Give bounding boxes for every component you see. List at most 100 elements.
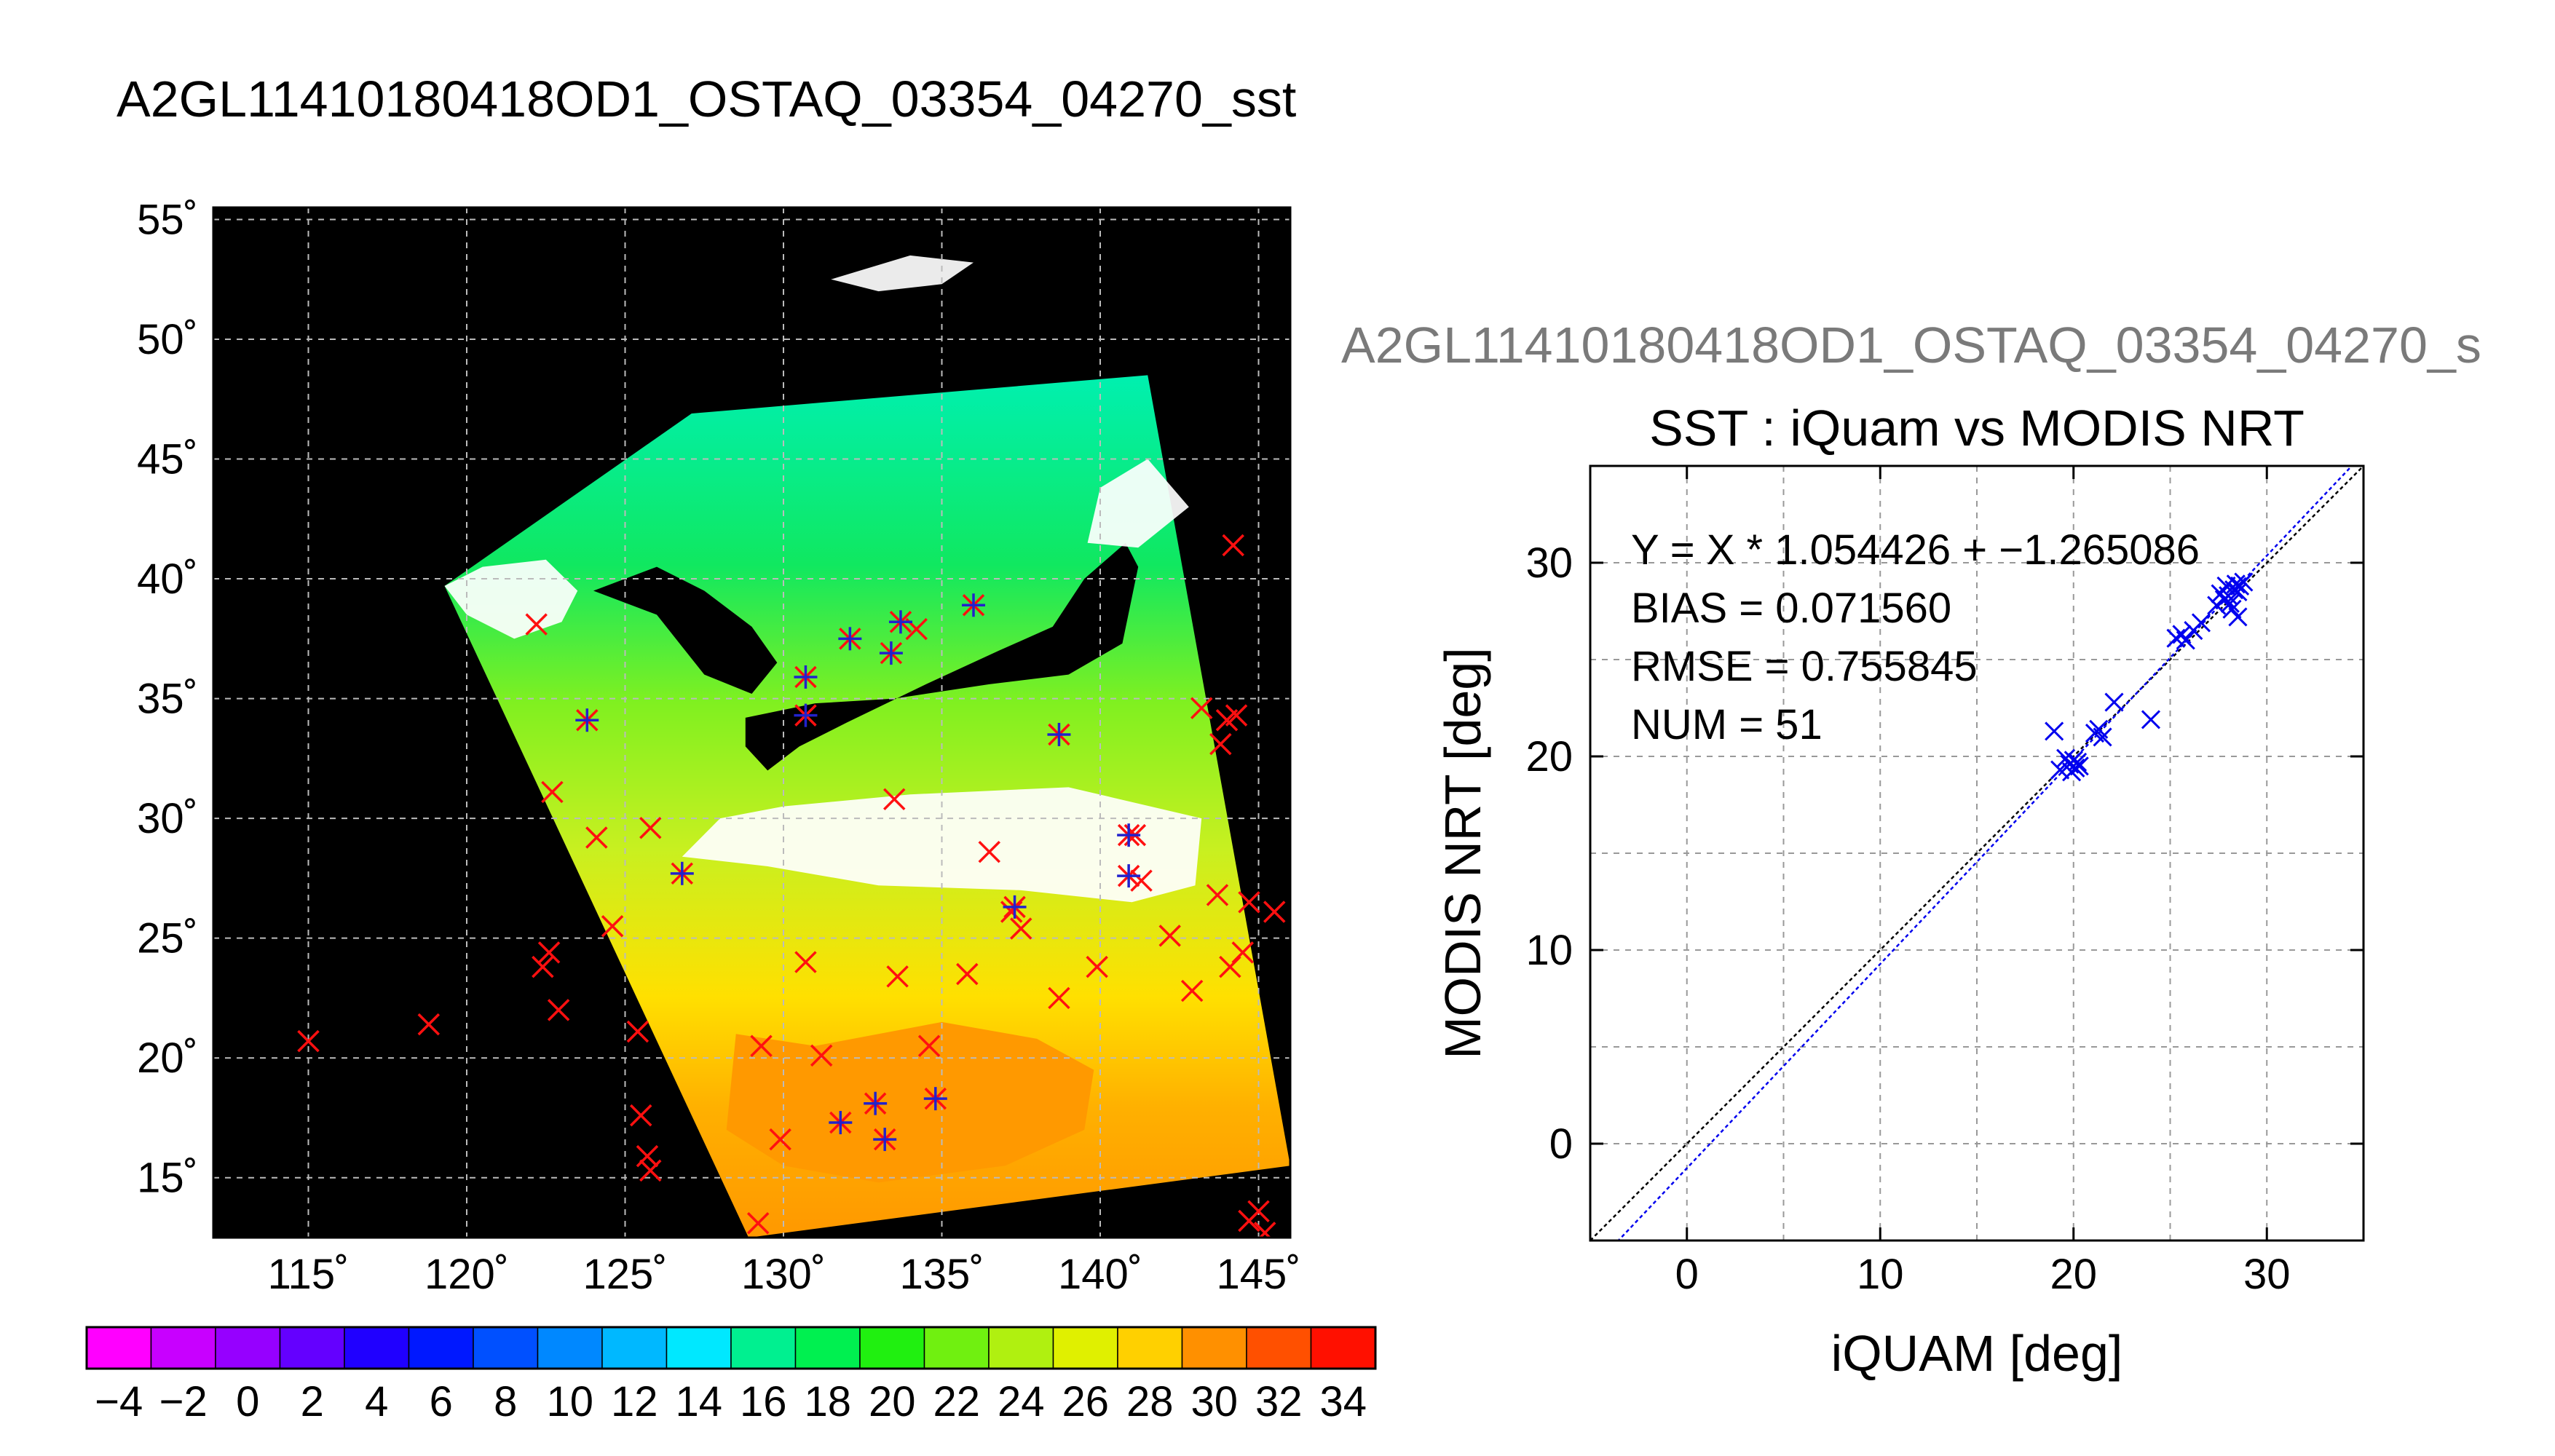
map-marker-x bbox=[532, 955, 554, 978]
cloud-patch-far-north bbox=[831, 255, 974, 292]
map-lat-tick-label: 20˚ bbox=[137, 1034, 198, 1082]
map-marker-x bbox=[1180, 979, 1204, 1002]
colorbar-tick-label: 6 bbox=[430, 1378, 453, 1425]
colorbar-tick-label: 0 bbox=[236, 1378, 259, 1425]
map-lat-tick-label: 15˚ bbox=[137, 1155, 198, 1202]
scatter-point bbox=[2191, 613, 2211, 633]
scatter-annotations: Y = X * 1.054426 + −1.265086 BIAS = 0.071… bbox=[1631, 526, 2200, 748]
scatter-annotation-line: RMSE = 0.755845 bbox=[1631, 643, 1978, 690]
map-marker-star bbox=[1117, 823, 1141, 847]
scatter-panel: A2GL11410180418OD1_OSTAQ_03354_04270_s S… bbox=[1341, 317, 2481, 1382]
scatter-y-tick-labels: 0 10 20 30 bbox=[1525, 539, 1573, 1168]
scatter-point bbox=[2228, 582, 2248, 601]
colorbar-tick-label: 34 bbox=[1319, 1378, 1367, 1425]
map-marker-x bbox=[1238, 891, 1260, 914]
map-marker-star bbox=[1117, 864, 1141, 888]
map-lat-tick-label: 30˚ bbox=[137, 795, 198, 842]
scatter-annotation-line: NUM = 51 bbox=[1631, 701, 1823, 748]
scatter-x-axis-label: iQUAM [deg] bbox=[1831, 1325, 2123, 1382]
colorbar-tick-label: 18 bbox=[804, 1378, 851, 1425]
map-latitude-labels: 15˚ 20˚ 25˚ 30˚ 35˚ 40˚ 45˚ 50˚ 55˚ bbox=[137, 196, 198, 1201]
map-marker-star bbox=[670, 861, 694, 885]
scatter-annotation-line: Y = X * 1.054426 + −1.265086 bbox=[1631, 526, 2200, 574]
hokkaido-cloud bbox=[1087, 459, 1189, 548]
scatter-point bbox=[2226, 574, 2246, 594]
map-marker-x bbox=[1086, 955, 1108, 978]
map-marker-x bbox=[547, 999, 570, 1021]
map-marker-x bbox=[1158, 925, 1181, 947]
map-marker-star bbox=[1003, 895, 1027, 919]
scatter-point bbox=[2104, 692, 2124, 712]
colorbar-cell bbox=[1117, 1326, 1183, 1369]
colorbar-cells bbox=[86, 1326, 1376, 1369]
scatter-point bbox=[2067, 752, 2088, 772]
map-marker-x bbox=[1048, 986, 1070, 1010]
map-marker-x bbox=[417, 1013, 441, 1036]
colorbar-tick-label: 32 bbox=[1255, 1378, 1303, 1425]
map-marker-x bbox=[636, 1144, 659, 1168]
map-marker-star bbox=[575, 708, 599, 732]
map-longitude-labels: 115˚ 120˚ 125˚ 130˚ 135˚ 140˚ 145˚ bbox=[268, 1251, 1301, 1298]
map-lon-tick-label: 135˚ bbox=[899, 1251, 984, 1298]
map-marker-star bbox=[1047, 722, 1071, 746]
colorbar-cell bbox=[1181, 1326, 1247, 1369]
scatter-point bbox=[2172, 625, 2192, 644]
scatter-title: SST : iQuam vs MODIS NRT bbox=[1649, 400, 2305, 456]
map-marker-x bbox=[769, 1128, 791, 1151]
map-lat-tick-label: 50˚ bbox=[137, 316, 198, 363]
map-lat-tick-label: 35˚ bbox=[137, 676, 198, 723]
cloud-band-central bbox=[682, 787, 1202, 903]
map-marker-x bbox=[1263, 901, 1286, 923]
map-lat-tick-label: 45˚ bbox=[137, 436, 198, 483]
colorbar-tick-label: 20 bbox=[869, 1378, 916, 1425]
colorbar-tick-label: 2 bbox=[301, 1378, 324, 1425]
map-marker-star bbox=[794, 703, 818, 727]
map-lon-tick-label: 115˚ bbox=[268, 1251, 350, 1298]
map-markers bbox=[297, 534, 1286, 1238]
korea-landmass bbox=[593, 566, 778, 695]
scatter-y-tick-label: 0 bbox=[1549, 1120, 1573, 1168]
colorbar-cell bbox=[859, 1326, 925, 1369]
colorbar-labels: −4 −2 0 2 4 6 8 10 12 14 16 18 20 22 24 26 28 30 32 34 bbox=[95, 1378, 1367, 1425]
scatter-point bbox=[2045, 721, 2064, 741]
scatter-y-tick-label: 30 bbox=[1525, 539, 1573, 587]
map-marker-x bbox=[883, 788, 906, 811]
map-marker-star bbox=[838, 627, 862, 651]
scatter-x-tick-label: 30 bbox=[2243, 1251, 2291, 1298]
colorbar-tick-label: 28 bbox=[1126, 1378, 1174, 1425]
scatter-x-tick-label: 0 bbox=[1675, 1251, 1699, 1298]
map-marker-x bbox=[1209, 732, 1232, 756]
map-marker-x bbox=[630, 1104, 652, 1127]
colorbar-tick-label: −4 bbox=[95, 1378, 143, 1425]
colorbar-cell bbox=[794, 1326, 861, 1369]
sst-map-panel: 115˚ 120˚ 125˚ 130˚ 135˚ 140˚ 145˚ 15˚ 20˚ 25˚ 30… bbox=[137, 196, 1300, 1298]
map-marker-x bbox=[978, 840, 1000, 863]
map-marker-x bbox=[794, 951, 817, 973]
scatter-point bbox=[2220, 593, 2240, 613]
scatter-point bbox=[2222, 599, 2242, 619]
map-lon-tick-label: 125˚ bbox=[583, 1251, 667, 1298]
colorbar-cell bbox=[279, 1326, 345, 1369]
colorbar-cell bbox=[1246, 1326, 1312, 1369]
map-marker-star bbox=[794, 665, 818, 689]
warm-sst-region bbox=[726, 1021, 1094, 1183]
scatter-point bbox=[2093, 727, 2112, 747]
colorbar-tick-label: 10 bbox=[546, 1378, 593, 1425]
japan-landmass bbox=[745, 542, 1139, 771]
colorbar-tick-label: 26 bbox=[1062, 1378, 1109, 1425]
colorbar-cell bbox=[150, 1326, 216, 1369]
map-marker-x bbox=[746, 1212, 770, 1235]
map-marker-x bbox=[297, 1029, 320, 1053]
scatter-points bbox=[2045, 572, 2254, 782]
scatter-point bbox=[2176, 630, 2195, 650]
scatter-x-tick-label: 20 bbox=[2050, 1251, 2097, 1298]
map-marker-x bbox=[601, 914, 624, 938]
map-marker-x bbox=[626, 1020, 649, 1043]
colorbar-tick-label: 22 bbox=[933, 1378, 980, 1425]
scatter-point bbox=[2141, 710, 2161, 729]
scatter-x-tick-label: 10 bbox=[1857, 1251, 1904, 1298]
scatter-point bbox=[2050, 760, 2070, 780]
colorbar-frame bbox=[85, 1326, 1377, 1370]
map-marker-star bbox=[888, 610, 912, 634]
